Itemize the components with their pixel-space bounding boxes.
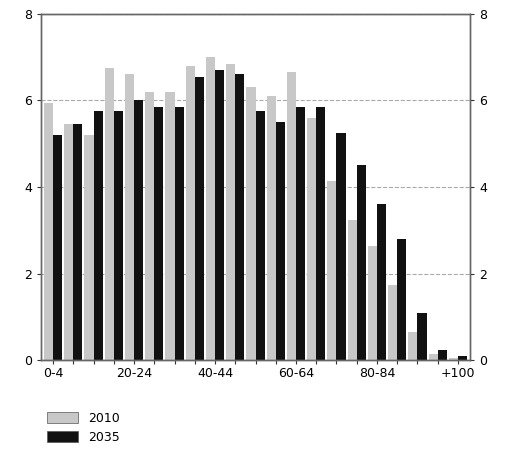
Bar xyxy=(195,77,204,360)
Bar xyxy=(287,73,296,360)
Bar xyxy=(408,332,417,360)
Bar xyxy=(215,70,224,360)
Bar xyxy=(235,74,244,360)
Bar xyxy=(357,165,366,360)
Bar xyxy=(438,350,447,360)
Bar xyxy=(316,107,326,360)
Legend: 2010, 2035: 2010, 2035 xyxy=(47,412,120,444)
Bar xyxy=(296,107,305,360)
Bar xyxy=(125,74,134,360)
Bar xyxy=(114,111,123,360)
Bar xyxy=(417,313,427,360)
Bar xyxy=(154,107,164,360)
Bar xyxy=(53,135,62,360)
Bar xyxy=(347,219,357,360)
Bar xyxy=(185,66,195,360)
Bar xyxy=(307,118,316,360)
Bar xyxy=(94,111,103,360)
Bar xyxy=(175,107,183,360)
Bar xyxy=(336,133,345,360)
Bar xyxy=(276,122,285,360)
Bar xyxy=(368,246,377,360)
Bar xyxy=(246,87,256,360)
Bar xyxy=(84,135,94,360)
Bar xyxy=(377,204,386,360)
Bar xyxy=(134,101,143,360)
Bar xyxy=(458,356,467,360)
Bar xyxy=(166,92,175,360)
Bar xyxy=(44,103,53,360)
Bar xyxy=(105,68,114,360)
Bar xyxy=(449,358,458,360)
Bar xyxy=(226,64,235,360)
Bar xyxy=(429,354,438,360)
Bar xyxy=(73,124,82,360)
Bar xyxy=(267,96,276,360)
Bar xyxy=(145,92,154,360)
Bar xyxy=(328,181,336,360)
Bar xyxy=(206,57,215,360)
Bar xyxy=(397,239,406,360)
Bar xyxy=(64,124,73,360)
Bar xyxy=(256,111,265,360)
Bar xyxy=(388,285,397,360)
